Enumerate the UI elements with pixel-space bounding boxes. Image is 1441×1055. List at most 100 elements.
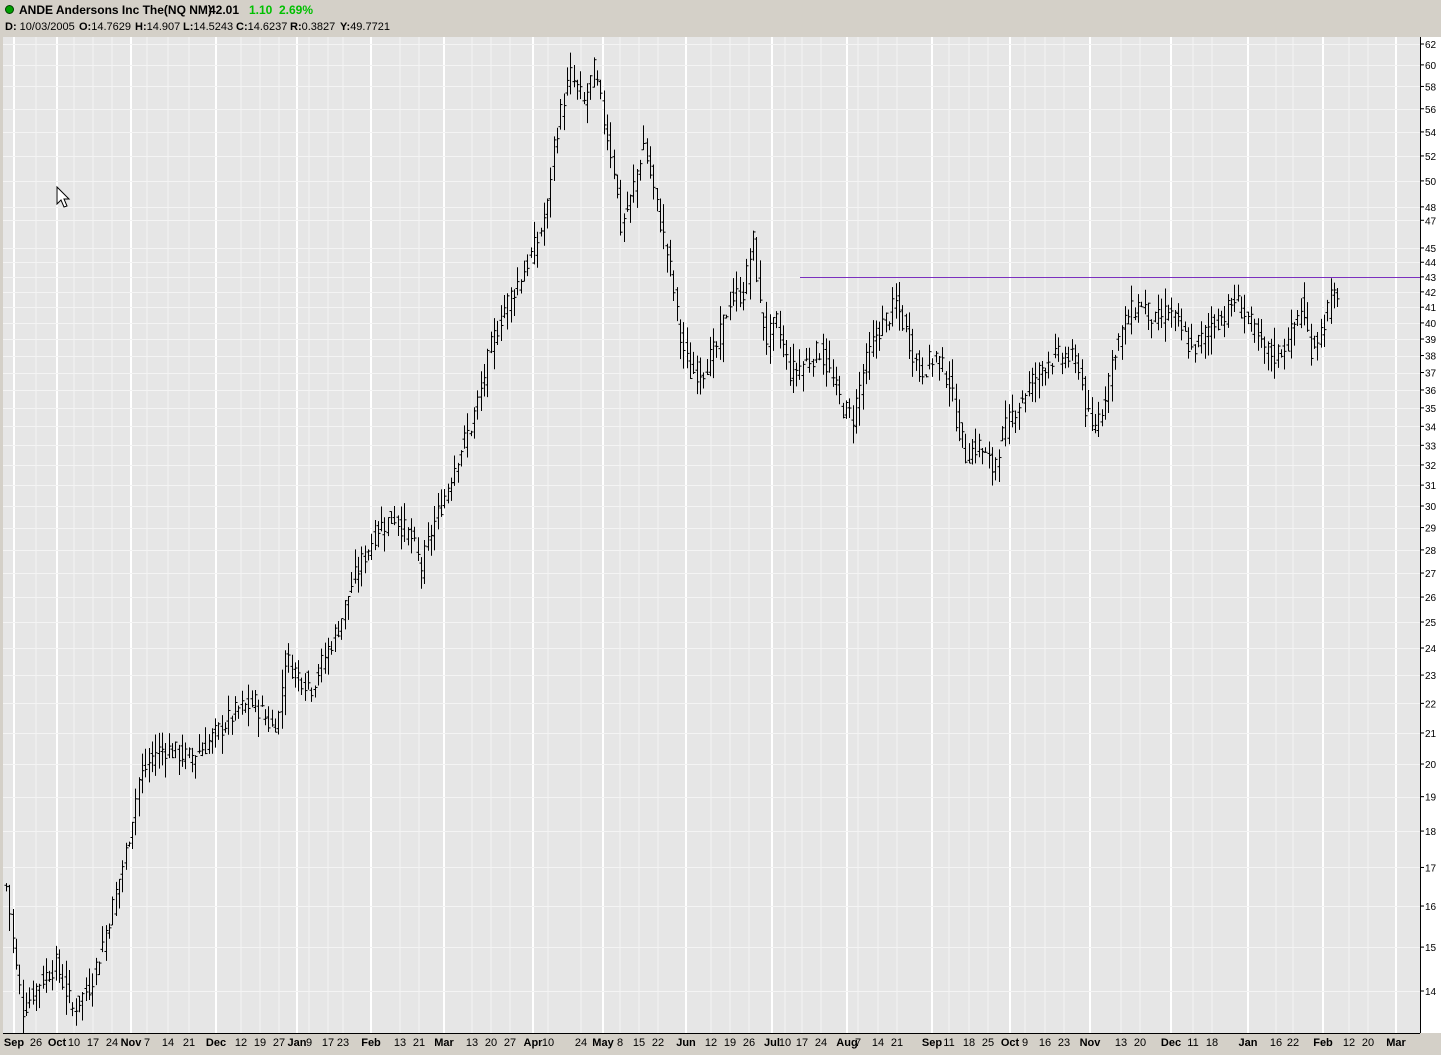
y-tick-label: 25 — [1425, 618, 1437, 629]
ohlc-bar — [837, 375, 842, 405]
ohlc-bar — [1013, 410, 1018, 434]
ohlc-bar — [1236, 284, 1241, 302]
ohlc-bar — [960, 422, 965, 448]
ohlc-bar — [714, 341, 719, 358]
ohlc-bar — [1003, 400, 1008, 447]
ohlc-bar — [143, 748, 148, 778]
x-tick-label: Dec — [206, 1037, 226, 1049]
ohlc-bar — [1246, 311, 1251, 325]
ohlc-bar — [751, 230, 756, 261]
ohlc-bar — [329, 641, 334, 655]
ohlc-bar — [844, 400, 849, 419]
ohlc-bar — [359, 546, 364, 587]
ohlc-bar — [24, 992, 29, 1016]
ohlc-bar — [283, 650, 288, 716]
ohlc-bar — [1335, 288, 1340, 308]
ohlc-bar — [1020, 390, 1025, 404]
ohlc-bar — [1133, 307, 1138, 321]
x-tick-label: 18 — [963, 1037, 975, 1049]
x-tick-label: Feb — [361, 1037, 381, 1049]
ohlc-bar — [137, 777, 142, 817]
ohlc-bar — [661, 204, 666, 250]
price-chart[interactable]: 14 15 16 17 18 19 20 21 22 23 24 25 26 27 28 29 30 31 32 33… — [0, 37, 1441, 1050]
ohlc-bar — [578, 71, 583, 100]
ohlc-bar — [193, 755, 198, 779]
ohlc-bar — [887, 321, 892, 331]
x-tick-label: Dec — [1161, 1037, 1181, 1049]
ohlc-bars — [4, 52, 1340, 1036]
y-tick-label: 16 — [1425, 902, 1437, 913]
ohlc-bar — [1176, 303, 1181, 327]
ohlc-bar — [987, 441, 992, 469]
ohlc-bar — [665, 243, 670, 273]
ohlc-bar — [1043, 367, 1048, 386]
x-tick-label: Apr — [524, 1037, 544, 1049]
x-tick-label: Oct — [48, 1037, 67, 1049]
ohlc-bar — [469, 430, 474, 437]
ohlc-bar — [890, 287, 895, 327]
ohlc-bar — [1126, 309, 1131, 325]
ohlc-bar — [861, 364, 866, 410]
ohlc-bar — [104, 925, 109, 961]
ohlc-bar — [366, 549, 371, 561]
ohlc-bar — [94, 957, 99, 986]
ohlc-bar — [373, 520, 378, 551]
ohlc-bar — [781, 325, 786, 358]
ohlc-bar — [409, 518, 414, 554]
ohlc-bar — [1110, 349, 1115, 402]
ohlc-bar — [379, 506, 384, 532]
ohlc-bar — [1060, 352, 1065, 375]
ohlc-bar — [336, 620, 341, 638]
ohlc-readout: D: 10/03/2005 O:14.7629 H:14.907 L:14.52… — [0, 20, 1441, 36]
ohlc-bar — [678, 319, 683, 360]
range-label: R: — [290, 21, 302, 33]
ohlc-bar — [489, 331, 494, 354]
ohlc-bar — [731, 278, 736, 306]
x-tick-label: Nov — [121, 1037, 143, 1049]
ohlc-bar — [70, 1002, 75, 1017]
y-tick-label: 60 — [1425, 61, 1437, 72]
ohlc-bar — [150, 741, 155, 773]
ohlc-bar — [323, 642, 328, 674]
ohlc-bar — [462, 425, 467, 449]
ohlc-bar — [31, 980, 36, 1005]
ohlc-bar — [997, 449, 1002, 482]
ohlc-bar — [801, 361, 806, 392]
ohlc-bar — [957, 399, 962, 442]
ohlc-bar — [867, 331, 872, 380]
ohlc-bar — [542, 202, 547, 246]
ohlc-bar — [213, 718, 218, 748]
x-tick-label: 22 — [1287, 1037, 1299, 1049]
price-chart-svg[interactable]: 14 15 16 17 18 19 20 21 22 23 24 25 26 27 28 29 30 31 32 33… — [0, 37, 1441, 1050]
ohlc-bar — [950, 359, 955, 402]
ohlc-bar — [290, 654, 295, 679]
x-tick-label: 9 — [1022, 1037, 1028, 1049]
ohlc-bar — [1080, 359, 1085, 391]
ohlc-bar — [386, 517, 391, 537]
ohlc-bar — [1100, 409, 1105, 427]
price-change-percent: 2.69% — [279, 3, 314, 17]
x-tick-label: 13 — [394, 1037, 406, 1049]
ohlc-bar — [827, 340, 832, 373]
x-tick-label: Feb — [1313, 1037, 1333, 1049]
ohlc-bar — [754, 237, 759, 283]
y-tick-label: 41 — [1425, 303, 1437, 314]
y-tick-label: 54 — [1425, 128, 1437, 139]
ohlc-bar — [910, 328, 915, 377]
ohlc-bar — [768, 314, 773, 364]
ohlc-bar — [177, 744, 182, 776]
ohlc-bar — [791, 343, 796, 394]
ohlc-bar — [77, 995, 82, 1013]
ohlc-bar — [651, 164, 656, 200]
ohlc-bar — [1040, 361, 1045, 387]
ohlc-bar — [376, 521, 381, 548]
ohlc-bar — [270, 709, 275, 727]
y-tick-label: 33 — [1425, 441, 1437, 452]
x-tick-label: 25 — [982, 1037, 994, 1049]
x-tick-label: 8 — [617, 1037, 623, 1049]
x-tick-label: 20 — [1134, 1037, 1146, 1049]
ohlc-bar — [937, 355, 942, 381]
y-tick-label: 15 — [1425, 943, 1437, 954]
ohlc-bar — [44, 958, 49, 993]
ohlc-bar — [685, 327, 690, 369]
